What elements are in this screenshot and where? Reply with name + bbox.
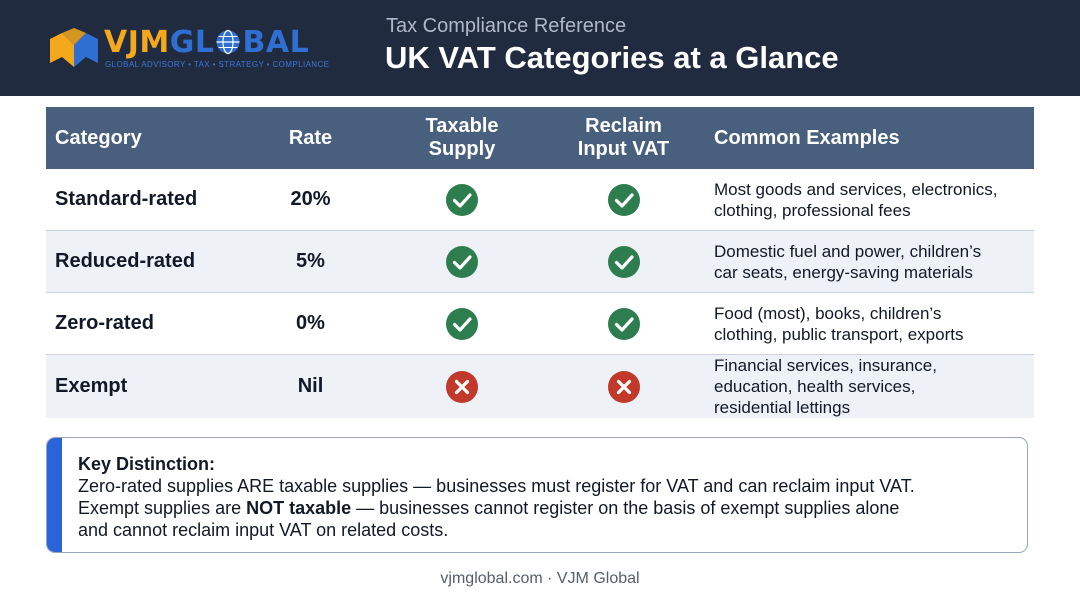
table-row: Exempt Nil Financial services, insurance… [46,354,1034,418]
rate-cell: 5% [239,230,382,293]
check-icon [607,183,640,216]
check-icon [446,183,478,216]
brand-logo: VJMGL BAL GLOBAL ADVISORY • TAX • STRATE… [48,25,330,73]
table-header-row: Category Rate Taxable Supply Reclaim Inp… [46,107,1034,169]
examples-line: education, health services, [714,377,916,396]
rate-cell: 0% [239,292,382,355]
header-banner: VJMGL BAL GLOBAL ADVISORY • TAX • STRATE… [0,0,1080,96]
check-icon [446,245,478,278]
check-icon [607,307,640,340]
examples-line: Food (most), books, children’s [714,303,942,323]
rate-cell: 20% [239,169,382,231]
examples-line: clothing, public transport, exports [714,324,964,344]
column-header-reclaim-line1: Reclaim [585,115,662,137]
column-header-reclaim-line2: Input VAT [577,138,670,160]
category-cell: Zero-rated [46,292,239,355]
callout-line: Exempt supplies are NOT taxable — busine… [78,497,1018,519]
check-icon [607,245,640,278]
taxable-cell [382,292,542,355]
examples-line: clothing, professional fees [714,200,911,220]
callout-text: Exempt supplies are [78,498,247,518]
logo-word-gl: GL [169,25,215,60]
check-icon [446,307,478,340]
examples-cell: Most goods and services, electronics, cl… [705,169,1034,231]
callout-line: and cannot reclaim input VAT on related … [78,520,449,540]
taxable-cell [382,354,542,418]
taxable-cell [382,169,542,231]
examples-cell: Domestic fuel and power, children’s car … [705,230,1034,293]
cross-icon [607,370,640,403]
logo-word-vjm: VJM [104,25,170,60]
callout-emphasis: NOT taxable [246,498,352,518]
column-header-rate: Rate [239,107,382,169]
callout-text: — businesses cannot register on the basi… [351,498,900,518]
key-distinction-callout: Key Distinction: Zero-rated supplies ARE… [46,437,1028,553]
table-row: Standard-rated 20% Most goods and servic… [46,169,1034,231]
logo-tagline: GLOBAL ADVISORY • TAX • STRATEGY • COMPL… [105,60,330,69]
category-cell: Exempt [46,354,239,418]
table-row: Reduced-rated 5% Domestic fuel and power… [46,230,1034,293]
examples-line: Domestic fuel and power, children’s [714,241,982,261]
logo-wordmark: VJMGL BAL [104,25,309,61]
reclaim-cell [542,292,705,355]
rate-cell: Nil [239,354,382,418]
callout-line: Zero-rated supplies ARE taxable supplies… [78,476,915,496]
cross-icon [446,370,478,403]
globe-icon [216,29,240,55]
reclaim-cell [542,354,705,418]
column-header-common-examples: Common Examples [705,107,1034,169]
examples-line: Most goods and services, electronics, [714,179,998,199]
category-cell: Standard-rated [46,169,239,231]
category-cell: Reduced-rated [46,230,239,293]
header-subtitle: Tax Compliance Reference [386,15,627,37]
examples-line: residential lettings [714,398,851,417]
column-header-taxable-line1: Taxable [425,115,499,137]
reclaim-cell [542,230,705,293]
callout-title: Key Distinction: [78,454,216,474]
callout-body: Key Distinction: Zero-rated supplies ARE… [78,453,1018,541]
footer-credit: vjmglobal.com · VJM Global [440,570,640,587]
vat-categories-table: Category Rate Taxable Supply Reclaim Inp… [46,107,1034,418]
reclaim-cell [542,169,705,231]
examples-line: car seats, energy-saving materials [714,262,973,282]
examples-cell: Financial services, insurance, education… [705,354,1034,418]
callout-accent-bar [47,438,62,552]
column-header-reclaim-input-vat: Reclaim Input VAT [542,107,705,169]
column-header-taxable-line2: Supply [428,138,496,160]
examples-line: Financial services, insurance, [714,356,937,375]
table-row: Zero-rated 0% Food (most), books, childr… [46,292,1034,355]
taxable-cell [382,230,542,293]
examples-cell: Food (most), books, children’s clothing,… [705,292,1034,355]
column-header-category: Category [46,107,239,169]
logo-word-bal: BAL [242,25,310,60]
column-header-taxable-supply: Taxable Supply [382,107,542,169]
page-title: UK VAT Categories at a Glance [385,40,839,75]
logo-mark-icon [50,28,98,67]
